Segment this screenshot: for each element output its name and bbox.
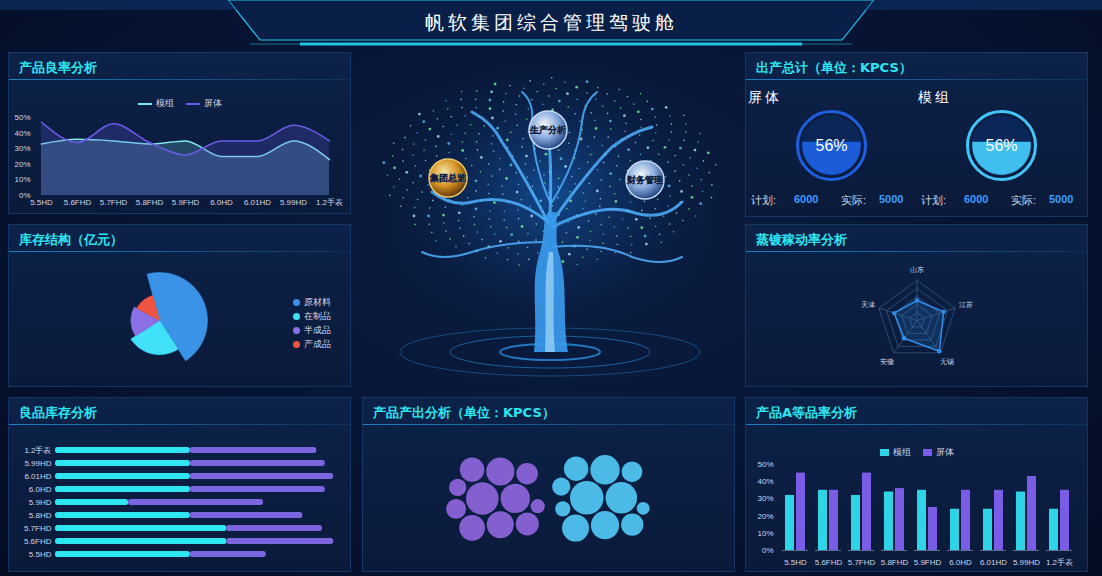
html-text:蒸镀稼动率分析: 蒸镀稼动率分析 [756, 232, 847, 247]
svg-text:5.9FHD: 5.9FHD [914, 558, 942, 567]
svg-text:天津: 天津 [861, 301, 875, 308]
svg-text:6.01HD: 6.01HD [24, 472, 51, 481]
svg-text:5.8FHD: 5.8FHD [881, 558, 909, 567]
svg-text:5.5HD: 5.5HD [784, 558, 807, 567]
svg-text:山东: 山东 [910, 266, 924, 273]
html-text:屏体: 屏体 [935, 447, 954, 457]
html-text:5000: 5000 [879, 193, 904, 205]
svg-text:无锡: 无锡 [940, 358, 954, 365]
svg-text:5.7FHD: 5.7FHD [100, 198, 128, 207]
svg-text:5.99HD: 5.99HD [24, 459, 51, 468]
html-text:实际:: 实际: [1011, 194, 1037, 206]
svg-text:6.01HD: 6.01HD [980, 558, 1007, 567]
svg-text:5.8HD: 5.8HD [29, 511, 52, 520]
html-text:帆软集团综合管理驾驶舱: 帆软集团综合管理驾驶舱 [424, 11, 678, 33]
svg-text:5.5HD: 5.5HD [29, 550, 52, 559]
html-text:5000: 5000 [1049, 193, 1074, 205]
svg-text:江苏: 江苏 [959, 301, 973, 308]
html-text:产品良率分析: 产品良率分析 [19, 60, 97, 75]
svg-text:6.0HD: 6.0HD [210, 198, 233, 207]
svg-text:6.0HD: 6.0HD [949, 558, 972, 567]
html-text:6000: 6000 [964, 193, 989, 205]
html-text:在制品: 在制品 [304, 311, 331, 321]
svg-text:10%: 10% [14, 175, 30, 184]
svg-text:20%: 20% [14, 160, 30, 169]
html-text:6000: 6000 [794, 193, 819, 205]
svg-text:5.99HD: 5.99HD [1013, 558, 1040, 567]
svg-text:20%: 20% [757, 512, 773, 521]
svg-text:0%: 0% [19, 191, 31, 200]
svg-text:1.2手表: 1.2手表 [316, 198, 343, 207]
html-text:实际:: 实际: [841, 194, 867, 206]
html-text:计划:: 计划: [751, 194, 777, 206]
svg-text:10%: 10% [757, 529, 773, 538]
svg-text:56%: 56% [815, 137, 847, 154]
svg-text:56%: 56% [985, 137, 1017, 154]
svg-text:5.5HD: 5.5HD [30, 198, 53, 207]
svg-text:5.6FHD: 5.6FHD [815, 558, 843, 567]
svg-text:50%: 50% [757, 460, 773, 469]
svg-text:30%: 30% [757, 494, 773, 503]
svg-text:生产分析: 生产分析 [529, 125, 566, 135]
html-text:模组: 模组 [892, 447, 911, 457]
svg-text:50%: 50% [14, 113, 30, 122]
svg-text:5.9HD: 5.9HD [29, 498, 52, 507]
svg-text:30%: 30% [14, 144, 30, 153]
html-text:屏体: 屏体 [748, 89, 782, 105]
svg-text:1.2手表: 1.2手表 [24, 446, 51, 455]
svg-text:5.7FHD: 5.7FHD [848, 558, 876, 567]
svg-text:5.6FHD: 5.6FHD [24, 537, 52, 546]
svg-text:财务管理: 财务管理 [626, 175, 663, 185]
html-text:模组: 模组 [155, 98, 174, 108]
html-text:库存结构（亿元）: 库存结构（亿元） [19, 232, 123, 247]
svg-text:安徽: 安徽 [880, 358, 894, 366]
svg-text:5.6FHD: 5.6FHD [64, 198, 92, 207]
html-text:模组: 模组 [918, 89, 952, 105]
html-text:出产总计（单位：KPCS）: 出产总计（单位：KPCS） [756, 60, 912, 75]
svg-text:40%: 40% [14, 129, 30, 138]
html-text:屏体: 屏体 [203, 98, 222, 108]
svg-text:集团总览: 集团总览 [429, 173, 466, 183]
html-text:原材料: 原材料 [304, 297, 331, 307]
html-text:产成品: 产成品 [304, 339, 331, 349]
svg-text:0%: 0% [762, 546, 774, 555]
svg-text:5.99HD: 5.99HD [280, 198, 307, 207]
html-text:产品A等品率分析: 产品A等品率分析 [756, 405, 858, 420]
svg-text:6.01HD: 6.01HD [244, 198, 271, 207]
svg-text:6.0HD: 6.0HD [29, 485, 52, 494]
html-text:半成品: 半成品 [304, 325, 331, 335]
svg-text:40%: 40% [757, 477, 773, 486]
svg-text:5.7FHD: 5.7FHD [24, 524, 52, 533]
html-text:良品库存分析: 良品库存分析 [19, 405, 97, 420]
svg-text:1.2手表: 1.2手表 [1046, 558, 1073, 567]
html-text:计划:: 计划: [921, 194, 947, 206]
html-text:产品产出分析（单位：KPCS）: 产品产出分析（单位：KPCS） [373, 405, 555, 420]
svg-text:5.8FHD: 5.8FHD [136, 198, 164, 207]
svg-text:5.9FHD: 5.9FHD [172, 198, 200, 207]
